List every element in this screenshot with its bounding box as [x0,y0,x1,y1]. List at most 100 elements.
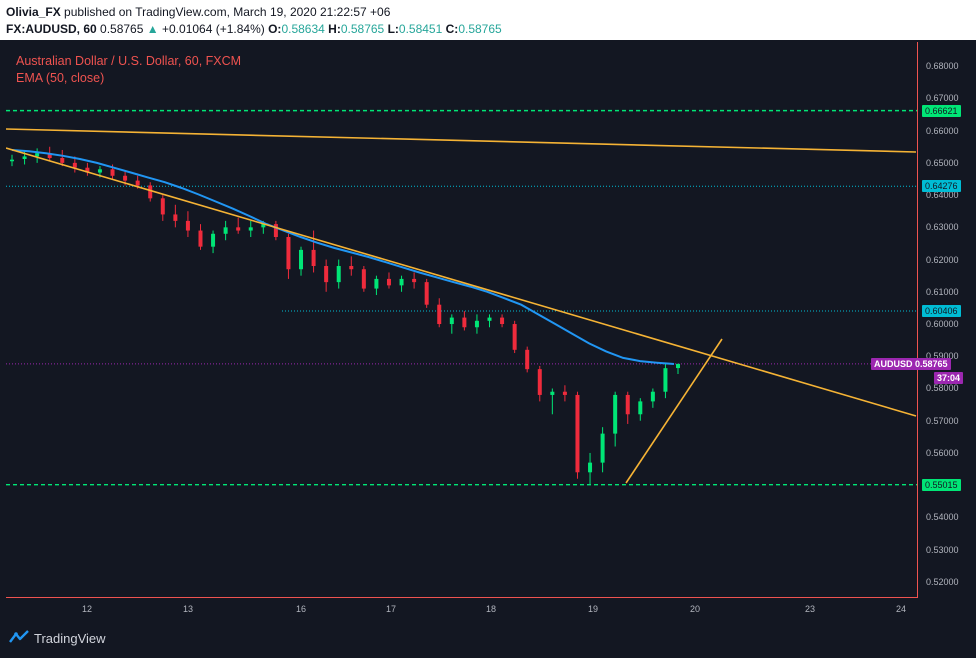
candle-body [35,153,40,157]
candle [198,224,203,250]
close-label: C: [445,22,459,36]
candle-body [286,237,291,270]
candle [676,363,680,374]
candle-body [72,162,77,168]
time-tick-label: 13 [183,604,194,614]
candle [35,148,40,163]
candle-body [97,169,102,173]
candle [336,259,341,289]
current-price-badge[interactable]: AUDUSD 0.58765 [871,357,951,370]
price-tick-label: 0.59000 [926,351,959,362]
last-price: 0.58765 [100,22,144,36]
candle-body [110,169,115,176]
level-64276-badge[interactable]: 0.64276 [922,180,961,193]
candle-body [663,368,668,392]
candle [361,266,366,292]
candle [613,391,618,447]
candle-body [85,167,90,173]
candle-body [525,349,530,370]
candle [85,162,90,176]
resistance-level-badge[interactable]: 0.66621 [922,104,961,117]
candle-body [412,278,417,283]
candle-body [424,282,429,305]
candle [273,220,278,241]
candle-body [462,317,467,328]
price-axis[interactable]: 0.68000 0.67000 0.66000 0.65000 0.64000 0.630… [871,42,976,598]
ascending-trendline[interactable] [625,338,723,484]
price-tick-label: 0.63000 [926,222,959,233]
price-tick-label: 0.68000 [926,61,959,72]
candle [211,230,216,254]
price-tick-label: 0.64000 [926,190,959,201]
symbol-interval[interactable]: FX:AUDUSD, 60 [6,22,97,36]
support-level-badge[interactable]: 0.55015 [922,478,961,491]
price-tick-label: 0.53000 [926,544,959,555]
candle [512,320,517,354]
candle [299,246,304,276]
candle-body [550,391,555,395]
candle [474,314,479,334]
candle-body [60,158,65,163]
indicator-title[interactable]: EMA (50, close) [16,71,105,85]
candle-body [437,304,442,325]
candle-body [211,233,216,247]
candle [449,314,454,334]
candle [223,220,228,241]
price-tick-label: 0.56000 [926,447,959,458]
candle [650,388,655,408]
descending-trendline[interactable] [6,147,917,417]
low-label: L: [387,22,399,36]
tradingview-footer: TradingView [8,630,106,650]
candle-body [575,394,580,473]
candle-body [588,462,593,473]
level-60406-badge[interactable]: 0.60406 [922,304,961,317]
candle-body [324,266,329,283]
candle [588,452,593,486]
candle [412,272,417,289]
candle [562,385,567,402]
candle [60,149,65,167]
time-tick-label: 19 [588,604,599,614]
publish-header: Olivia_FX published on TradingView.com, … [0,0,976,40]
price-tick-label: 0.58000 [926,383,959,394]
candle [148,182,153,202]
high-label: H: [328,22,341,36]
time-tick-label: 18 [486,604,497,614]
low-value: 0.58451 [398,22,443,36]
candle-body [650,391,655,402]
candle [550,388,555,415]
chart-plot-area[interactable] [6,42,918,598]
candle-body [135,180,140,186]
candle-body [148,185,153,199]
bar-countdown-badge: 37:04 [934,371,964,384]
level-lines [6,109,918,486]
author-name[interactable]: Olivia_FX [6,5,61,19]
candle-body [562,391,567,395]
ema-50-line[interactable] [11,149,675,365]
long-resistance-trendline[interactable] [6,128,917,153]
candle-body [474,320,479,328]
candle-body [336,266,341,283]
candle-body [10,159,14,162]
candle [185,211,190,238]
price-tick-label: 0.61000 [926,286,959,297]
candle [311,230,316,273]
price-tick-label: 0.60000 [926,319,959,330]
candle-body [600,433,605,463]
candle-body [487,317,492,321]
candle [399,275,404,292]
price-tick-label: 0.57000 [926,415,959,426]
time-axis[interactable]: 12 13 16 17 18 19 20 23 24 [6,598,918,620]
candle [462,311,467,331]
series-title[interactable]: Australian Dollar / U.S. Dollar, 60, FXC… [16,54,242,68]
candle [286,233,291,279]
candle-body [185,220,190,231]
close-value: 0.58765 [458,22,502,36]
candle [10,154,14,167]
price-tick-label: 0.67000 [926,93,959,104]
chart-legend: Australian Dollar / U.S. Dollar, 60, FXC… [16,54,241,88]
tradingview-logo-icon [8,630,30,647]
candle-body [173,214,178,221]
candle-body [123,175,128,181]
candle-body [361,269,366,289]
